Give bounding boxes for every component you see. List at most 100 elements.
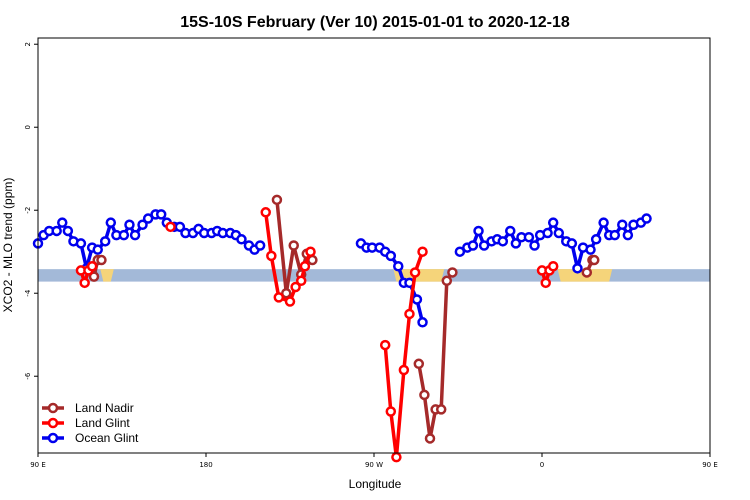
ocean-glint-point xyxy=(572,263,583,274)
x-axis: 90 E 180 90 W 0 90 E xyxy=(30,453,718,469)
legend-marker xyxy=(47,417,59,429)
y-axis-label: XCO2 - MLO trend (ppm) xyxy=(1,178,15,313)
x-axis-label: Longitude xyxy=(349,477,402,491)
land-nadir-point xyxy=(441,275,453,287)
ocean-glint-point xyxy=(478,240,490,251)
ocean-glint-point xyxy=(598,217,609,228)
ocean-glint-point xyxy=(585,244,596,255)
ocean-glint-point xyxy=(590,234,602,245)
plot-area xyxy=(32,194,710,463)
ocean-glint-point xyxy=(510,238,522,249)
x-tick-label: 90 E xyxy=(30,461,46,469)
land-nadir-point xyxy=(88,271,100,282)
land-glint-point xyxy=(266,250,277,262)
chart-title: 15S-10S February (Ver 10) 2015-01-01 to … xyxy=(180,14,570,31)
ocean-glint-point xyxy=(62,225,74,237)
land-nadir-point xyxy=(447,267,458,278)
ocean-glint-point xyxy=(622,229,634,241)
ocean-glint-point xyxy=(617,219,628,230)
ocean-glint-series xyxy=(32,209,652,328)
ocean-glint-point xyxy=(75,238,87,249)
land-nadir-point xyxy=(419,389,430,401)
land-glint-point xyxy=(86,261,98,272)
y-tick-label: -4 xyxy=(24,289,32,297)
ocean-glint-point xyxy=(553,227,565,239)
x-tick-label: 180 xyxy=(199,461,212,469)
land-glint-point xyxy=(385,406,397,417)
legend-label: Ocean Glint xyxy=(75,431,139,445)
land-glint-point xyxy=(417,246,428,257)
land-glint-point xyxy=(299,261,311,272)
land-glint-point xyxy=(165,221,176,233)
x-tick-label: 90 W xyxy=(365,461,383,469)
ocean-glint-point xyxy=(254,240,266,251)
land-nadir-point xyxy=(424,433,436,444)
x-tick-label: 0 xyxy=(540,461,544,469)
land-glint-point xyxy=(284,296,296,307)
ocean-glint-point xyxy=(467,240,479,251)
ocean-glint-point xyxy=(385,250,397,262)
legend-label: Land Nadir xyxy=(75,401,134,415)
ocean-glint-point xyxy=(124,219,135,230)
ocean-glint-point xyxy=(51,225,62,237)
ocean-glint-point xyxy=(118,229,130,241)
land-glint-point xyxy=(290,281,301,293)
y-tick-label: -2 xyxy=(24,207,32,214)
land-nadir-point xyxy=(589,254,600,266)
land-nadir-point xyxy=(413,358,425,370)
ocean-glint-point xyxy=(393,261,404,272)
ocean-glint-point xyxy=(566,238,578,249)
ocean-glint-point xyxy=(155,209,167,220)
x-tick-label: 90 E xyxy=(702,461,718,469)
land-glint-point xyxy=(260,207,271,218)
ocean-glint-point xyxy=(523,231,535,243)
legend-marker xyxy=(47,402,59,414)
land-glint-point xyxy=(305,246,316,257)
ocean-glint-point xyxy=(641,213,652,224)
y-tick-label: -6 xyxy=(24,372,32,380)
ocean-glint-point xyxy=(417,317,428,328)
ocean-glint-point xyxy=(99,236,111,247)
legend-marker xyxy=(47,432,59,444)
land-glint-point xyxy=(391,451,402,463)
land-nadir-point xyxy=(281,287,292,299)
ocean-glint-point xyxy=(505,225,516,237)
ocean-glint-point xyxy=(473,225,484,237)
ocean-glint-point xyxy=(57,217,68,228)
y-tick-label: 0 xyxy=(24,125,32,129)
y-axis: 2 0 -2 -4 -6 xyxy=(24,42,38,380)
ocean-glint-point xyxy=(497,236,509,247)
ocean-glint-point xyxy=(92,244,103,255)
land-nadir-point xyxy=(581,267,593,278)
legend-label: Land Glint xyxy=(75,416,130,430)
ocean-glint-point xyxy=(454,246,466,257)
land-nadir-point xyxy=(435,404,447,415)
land-glint-point xyxy=(295,275,307,287)
ocean-glint-point xyxy=(137,219,148,230)
land-nadir-point xyxy=(271,194,283,206)
land-glint-point xyxy=(379,339,391,351)
ocean-glint-point xyxy=(411,294,423,305)
ocean-glint-point xyxy=(236,234,247,245)
land-glint-point xyxy=(404,308,415,320)
land-glint-point xyxy=(398,364,410,376)
ocean-glint-point xyxy=(609,229,621,241)
ocean-glint-point xyxy=(105,217,117,228)
ocean-glint-point xyxy=(142,213,154,224)
y-tick-label: 2 xyxy=(24,42,32,46)
ocean-glint-point xyxy=(542,227,553,239)
land-glint-point xyxy=(547,261,559,272)
land-nadir-point xyxy=(288,240,299,251)
ocean-glint-point xyxy=(547,217,559,228)
ocean-glint-point xyxy=(174,221,186,233)
land-glint-point xyxy=(540,277,551,289)
land-glint-point xyxy=(409,267,421,278)
land-nadir-point xyxy=(96,254,107,266)
land-glint-point xyxy=(79,277,90,289)
ocean-glint-point xyxy=(529,240,540,251)
land-segment-0 xyxy=(100,269,114,282)
ocean-glint-point xyxy=(129,229,141,241)
land-glint-point xyxy=(273,292,285,303)
